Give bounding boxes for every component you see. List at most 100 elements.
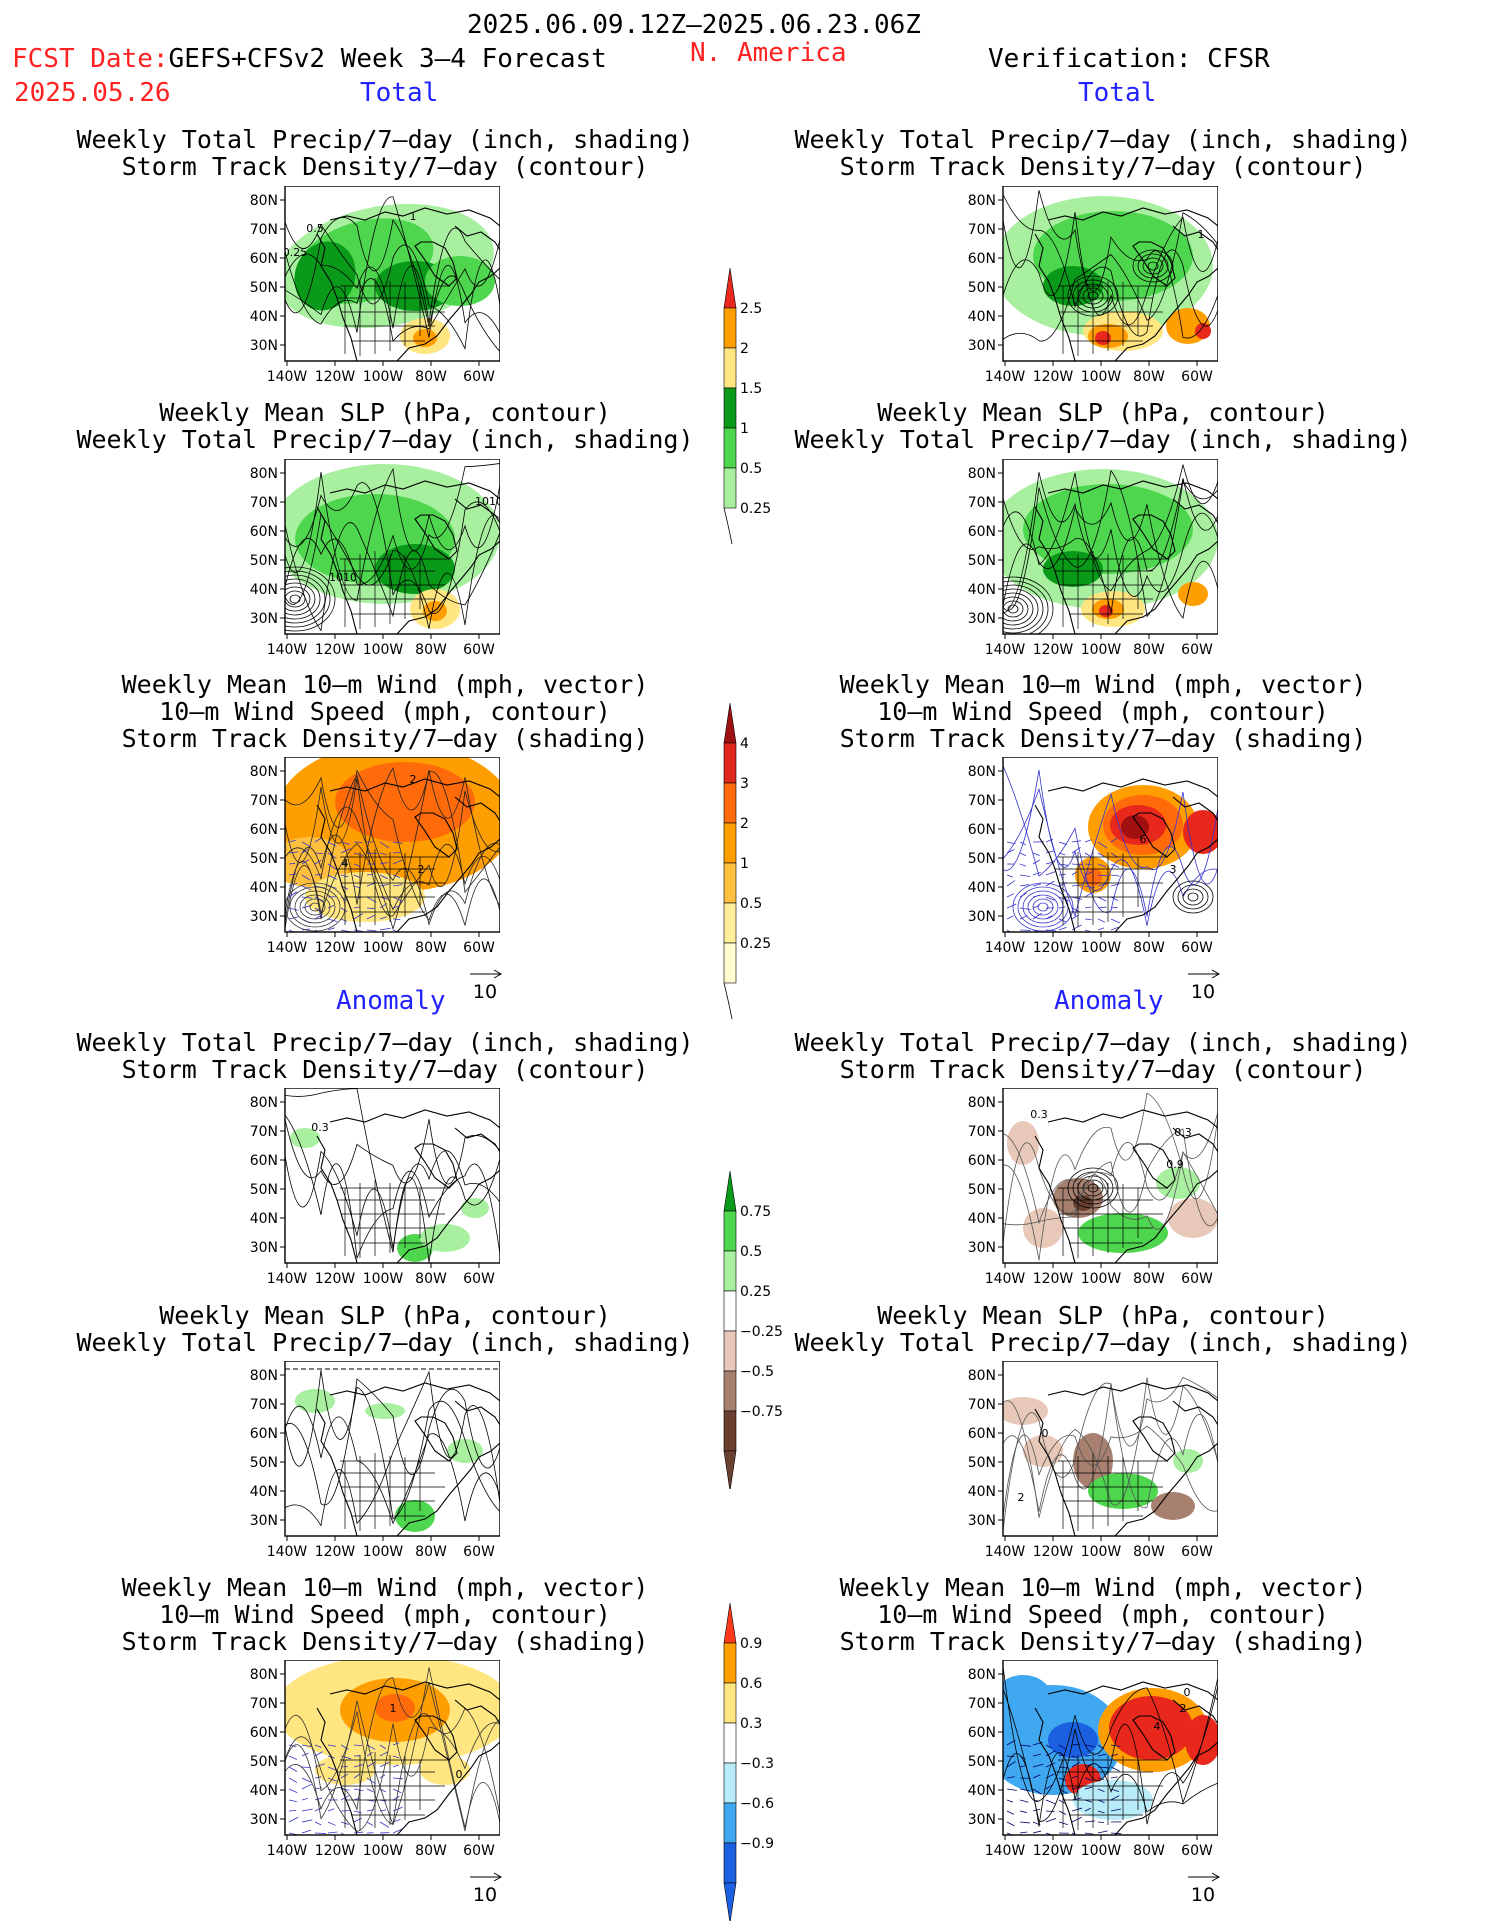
- contour-line: [1003, 1092, 1218, 1261]
- wind-vector: [301, 896, 313, 899]
- wind-vector: [301, 841, 312, 848]
- lon-label: 120W: [1033, 1544, 1074, 1560]
- fcst-label-line: FCST Date:GEFS+CFSv2 Week 3–4 Forecast: [12, 44, 607, 74]
- state-boundaries: [337, 551, 450, 629]
- title-p9: Weekly Mean SLP (hPa, contour) Weekly To…: [40, 1302, 730, 1356]
- contour-ring: [1032, 898, 1054, 916]
- lat-label: 80N: [968, 1368, 996, 1384]
- wind-vector: [1110, 896, 1119, 901]
- lon-label: 120W: [315, 1544, 356, 1560]
- wind-vector: [1006, 903, 1017, 909]
- wind-vector: [392, 859, 403, 865]
- shaded-region: [1168, 1198, 1218, 1238]
- title-p10: Weekly Mean SLP (hPa, contour) Weekly To…: [758, 1302, 1448, 1356]
- lat-label: 30N: [250, 338, 278, 354]
- lat-label: 60N: [968, 1725, 996, 1741]
- lon-label: 80W: [1133, 642, 1165, 658]
- lon-label: 80W: [415, 1271, 447, 1287]
- lat-label: 30N: [968, 1812, 996, 1828]
- title-p12: Weekly Mean 10–m Wind (mph, vector) 10–m…: [758, 1574, 1448, 1655]
- contour-ring: [285, 578, 321, 620]
- title-p3: Weekly Mean SLP (hPa, contour) Weekly To…: [40, 399, 730, 453]
- colorbar-bottom-tip: [723, 982, 733, 1020]
- wind-vector: [1097, 883, 1108, 887]
- coastline: [1034, 480, 1218, 634]
- title-line: Storm Track Density/7–day (shading): [121, 1627, 649, 1656]
- wind-vector: [314, 1744, 322, 1748]
- wind-vector: [392, 1742, 400, 1746]
- wind-vector: [1019, 1788, 1030, 1792]
- coastline: [316, 1681, 500, 1835]
- wind-vector: [288, 873, 297, 876]
- wind-vector: [379, 1821, 390, 1828]
- wind-vector: [1097, 852, 1105, 858]
- wind-vector: [379, 916, 387, 920]
- wind-vector: [1110, 874, 1120, 877]
- lat-label: 50N: [250, 553, 278, 569]
- shaded-region: [290, 1128, 320, 1148]
- shaded-region: [1151, 1492, 1195, 1520]
- wind-vector: [1084, 1832, 1094, 1835]
- lat-label: 70N: [250, 222, 278, 238]
- state-boundaries: [1055, 1453, 1168, 1531]
- map-svg: 1 0 80N 70N 60N 50N 40N 30N 140W 120W 100W 80W 60W: [250, 1659, 501, 1859]
- wind-vector: [1019, 852, 1027, 857]
- contour-line: [1003, 464, 1218, 592]
- lat-label: 80N: [250, 1667, 278, 1683]
- colorbar-segment: [723, 1842, 737, 1884]
- wind-vector: [392, 884, 403, 887]
- colorbar-label: 3: [740, 776, 749, 792]
- colorbar-label: 2.5: [740, 301, 762, 317]
- wind-vector: [314, 913, 324, 920]
- wind-vector: [379, 861, 389, 865]
- contour-label: 1: [410, 210, 417, 223]
- coastline: [316, 207, 500, 361]
- wind-vector: [366, 1788, 373, 1792]
- wind-vector: [379, 852, 388, 856]
- colorbar-label: 1: [740, 856, 749, 872]
- contour-ring: [1007, 604, 1019, 614]
- wind-vector: [1019, 907, 1031, 910]
- contour-ring: [1003, 592, 1034, 626]
- wind-vector: [301, 1777, 312, 1783]
- wind-vector: [353, 1764, 364, 1768]
- wind-vector: [1071, 1755, 1079, 1759]
- title-line: Weekly Total Precip/7–day (inch, shading…: [794, 1328, 1412, 1357]
- wind-vector: [379, 927, 391, 931]
- lon-label: 140W: [985, 1544, 1026, 1560]
- wind-vector: [301, 1829, 312, 1834]
- lat-label: 30N: [968, 611, 996, 627]
- title-line: Weekly Mean SLP (hPa, contour): [877, 1301, 1329, 1330]
- contour-ring: [1003, 596, 1029, 622]
- lat-label: 30N: [250, 909, 278, 925]
- lon-label: 120W: [315, 642, 356, 658]
- wind-vector: [1097, 841, 1108, 849]
- colorbar-label: −0.3: [740, 1756, 774, 1772]
- lon-label: 80W: [1133, 369, 1165, 385]
- wind-vector: [288, 1816, 299, 1823]
- wind-vector: [1071, 1761, 1081, 1768]
- map-svg: 80N 70N 60N 50N 40N 30N 140W 120W 100W 80W 60W: [250, 1360, 501, 1560]
- shaded-region: [1003, 1397, 1048, 1425]
- wind-vector: [366, 882, 376, 887]
- wind-vector: [1032, 912, 1042, 920]
- shaded-region: [294, 241, 356, 311]
- wind-vector: [301, 1819, 313, 1823]
- shaded-region: [295, 1389, 335, 1413]
- colorbar-segment: [723, 1762, 737, 1804]
- lat-label: 80N: [250, 1095, 278, 1111]
- lon-label: 120W: [315, 369, 356, 385]
- wind-vector: [1019, 1765, 1027, 1768]
- colorbar-label: 0.5: [740, 896, 762, 912]
- wind-vector: [1097, 1777, 1105, 1781]
- contour-line: [1003, 1128, 1218, 1244]
- colorbar-segment: [723, 1210, 737, 1252]
- colorbar-segment: [723, 1370, 737, 1412]
- wind-vector: [1045, 871, 1056, 876]
- map-svg: 0.3 80N 70N 60N 50N 40N 30N 140W 120W 100W 80W 60W: [250, 1087, 501, 1287]
- contour-ring: [309, 902, 321, 912]
- wind-vector: [288, 863, 296, 865]
- colorbar-label: 0.6: [740, 1676, 762, 1692]
- colorbar-top-tip: [723, 702, 737, 744]
